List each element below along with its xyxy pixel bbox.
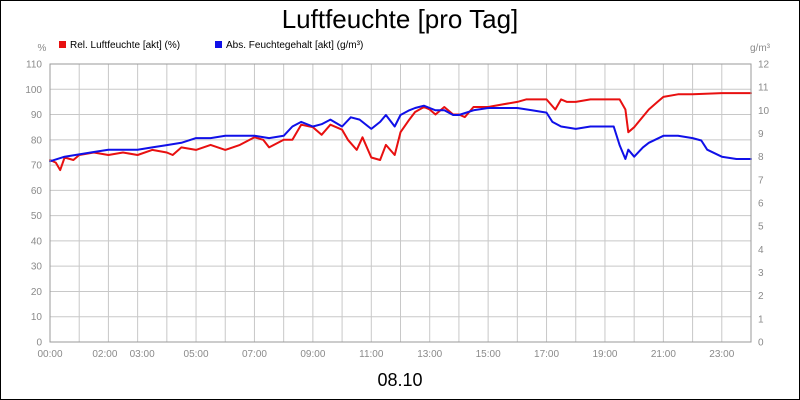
y-right-tick-label: 10 bbox=[758, 106, 770, 117]
y-left-tick-label: 90 bbox=[31, 110, 43, 121]
x-tick-label: 03:00 bbox=[130, 349, 155, 360]
x-tick-label: 05:00 bbox=[184, 349, 209, 360]
y-right-tick-label: 2 bbox=[758, 291, 764, 302]
series-line-abs-humidity bbox=[49, 104, 752, 163]
x-tick-label: 15:00 bbox=[476, 349, 501, 360]
legend-swatch-rel bbox=[59, 41, 66, 48]
y-left-tick-label: 20 bbox=[31, 287, 43, 298]
y-left-unit: % bbox=[38, 43, 47, 54]
x-tick-label: 19:00 bbox=[592, 349, 617, 360]
date-label: 08.10 bbox=[377, 370, 422, 390]
y-left-tick-label: 50 bbox=[31, 211, 43, 222]
legend-swatch-abs bbox=[215, 41, 222, 48]
x-tick-label: 00:00 bbox=[37, 349, 62, 360]
x-tick-label: 21:00 bbox=[651, 349, 676, 360]
grid bbox=[49, 63, 752, 343]
legend-label-rel: Rel. Luftfeuchte [akt] (%) bbox=[70, 40, 180, 51]
y-right-tick-label: 6 bbox=[758, 199, 764, 210]
x-tick-label: 13:00 bbox=[417, 349, 442, 360]
legend: Rel. Luftfeuchte [akt] (%) Abs. Feuchteg… bbox=[59, 40, 363, 51]
y-right-tick-label: 8 bbox=[758, 152, 764, 163]
y-right-tick-label: 5 bbox=[758, 222, 764, 233]
x-tick-label: 02:00 bbox=[92, 349, 117, 360]
y-left-tick-label: 110 bbox=[26, 60, 42, 71]
y-right-tick-label: 4 bbox=[758, 245, 764, 256]
y-left-tick-label: 0 bbox=[36, 338, 42, 349]
series-line-rel-humidity bbox=[49, 92, 752, 172]
y-right-tick-label: 1 bbox=[758, 314, 764, 325]
x-tick-label: 11:00 bbox=[359, 349, 384, 360]
x-tick-label: 09:00 bbox=[300, 349, 325, 360]
y-left-tick-label: 30 bbox=[31, 262, 43, 273]
y-right-tick-label: 12 bbox=[758, 60, 770, 71]
y-right-tick-label: 0 bbox=[758, 338, 764, 349]
y-right-tick-label: 11 bbox=[758, 83, 769, 94]
x-tick-label: 23:00 bbox=[709, 349, 734, 360]
y-left-tick-label: 10 bbox=[31, 312, 43, 323]
chart-title: Luftfeuchte [pro Tag] bbox=[282, 4, 519, 34]
y-left-tick-label: 100 bbox=[25, 85, 42, 96]
x-tick-label: 07:00 bbox=[242, 349, 267, 360]
plot-area bbox=[49, 63, 752, 343]
y-left-tick-label: 80 bbox=[31, 135, 43, 146]
y-left-tick-label: 70 bbox=[31, 161, 43, 172]
series bbox=[49, 92, 752, 172]
legend-label-abs: Abs. Feuchtegehalt [akt] (g/m³) bbox=[226, 40, 363, 51]
y-right-unit: g/m³ bbox=[750, 43, 771, 54]
y-left-tick-label: 60 bbox=[31, 186, 43, 197]
tick-labels: 0102030405060708090100110012345678910111… bbox=[25, 60, 769, 361]
x-tick-label: 17:00 bbox=[534, 349, 559, 360]
y-right-tick-label: 3 bbox=[758, 268, 764, 279]
y-right-tick-label: 9 bbox=[758, 129, 764, 140]
y-right-tick-label: 7 bbox=[758, 175, 764, 186]
y-left-tick-label: 40 bbox=[31, 236, 43, 247]
